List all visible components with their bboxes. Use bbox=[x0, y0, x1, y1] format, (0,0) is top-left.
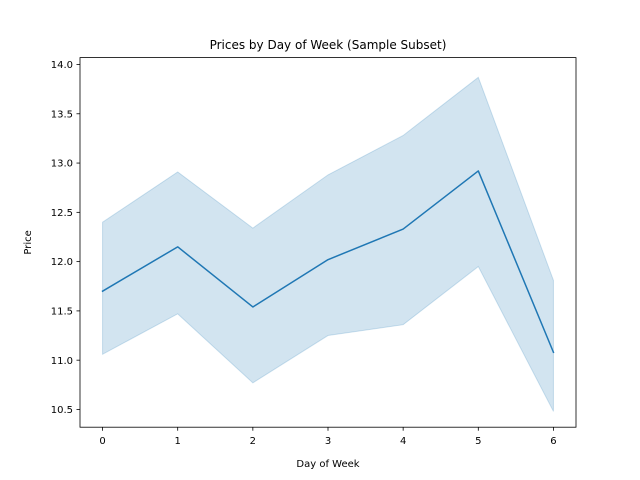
x-axis-label: Day of Week bbox=[296, 459, 359, 470]
y-tick-label: 10.5 bbox=[51, 405, 73, 416]
x-axis: 0 1 2 3 4 5 6 bbox=[99, 427, 557, 447]
y-tick-label: 14.0 bbox=[51, 60, 73, 71]
y-axis-label: Price bbox=[23, 230, 34, 254]
y-tick-label: 12.0 bbox=[51, 257, 73, 268]
y-tick-label: 12.5 bbox=[51, 208, 73, 219]
x-tick-label: 5 bbox=[475, 436, 481, 447]
x-tick-label: 1 bbox=[175, 436, 181, 447]
y-tick-label: 11.5 bbox=[51, 306, 73, 317]
x-tick-label: 0 bbox=[99, 436, 105, 447]
plot-area bbox=[101, 76, 555, 412]
confidence-band bbox=[102, 76, 554, 412]
y-tick-label: 13.5 bbox=[51, 109, 73, 120]
axes-frame bbox=[79, 57, 577, 428]
y-axis: 10.5 11.0 11.5 12.0 12.5 13.0 13.5 14.0 bbox=[51, 60, 80, 416]
series-line bbox=[101, 170, 555, 354]
x-tick-label: 4 bbox=[400, 436, 406, 447]
chart-title: Prices by Day of Week (Sample Subset) bbox=[210, 38, 447, 52]
x-tick-label: 2 bbox=[250, 436, 256, 447]
y-tick-label: 13.0 bbox=[51, 159, 73, 170]
x-tick-label: 6 bbox=[550, 436, 556, 447]
x-tick-label: 3 bbox=[325, 436, 331, 447]
y-tick-label: 11.0 bbox=[51, 356, 73, 367]
